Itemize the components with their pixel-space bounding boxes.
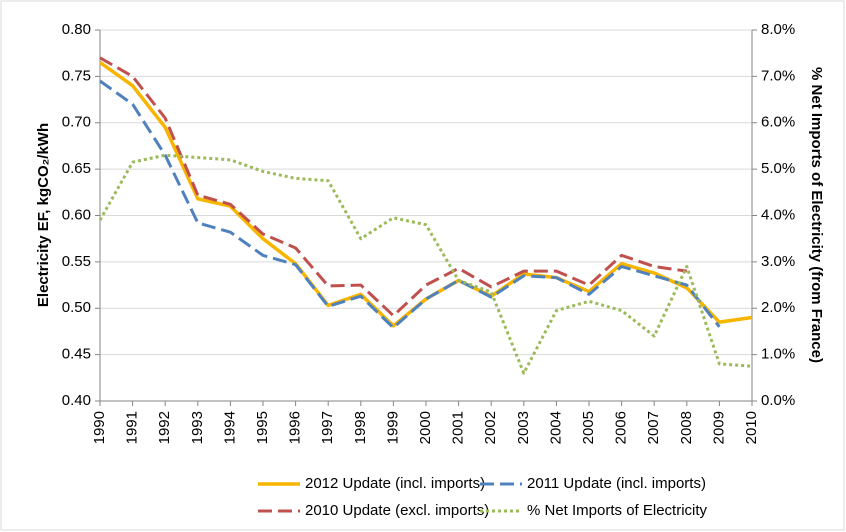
y2-tick-label: 8.0% <box>761 21 795 38</box>
x-tick-label: 1992 <box>156 411 173 444</box>
y2-tick-label: 3.0% <box>761 253 795 270</box>
legend-label: 2010 Update (excl. imports) <box>305 502 489 519</box>
series-line <box>99 79 721 330</box>
series-line <box>98 61 753 328</box>
y-tick-label: 0.75 <box>62 67 91 84</box>
y-tick-label: 0.45 <box>62 346 91 363</box>
x-tick-label: 1996 <box>287 411 304 444</box>
x-tick-label: 2010 <box>743 411 760 444</box>
x-tick-label: 2009 <box>710 411 727 444</box>
y2-tick-label: 4.0% <box>761 206 795 223</box>
x-tick-label: 2000 <box>417 411 434 444</box>
legend-label: 2012 Update (incl. imports) <box>305 475 485 492</box>
y-tick-label: 0.55 <box>62 253 91 270</box>
y2-tick-label: 5.0% <box>761 160 795 177</box>
y2-tick-label: 2.0% <box>761 299 795 316</box>
x-tick-label: 2002 <box>482 411 499 444</box>
x-tick-label: 2004 <box>547 411 564 444</box>
x-tick-label: 2008 <box>678 411 695 444</box>
y-tick-label: 0.40 <box>62 392 91 409</box>
x-tick-label: 2007 <box>645 411 662 444</box>
legend-label: 2011 Update (incl. imports) <box>527 475 706 492</box>
y-tick-label: 0.70 <box>62 114 91 131</box>
y2-tick-label: 1.0% <box>761 346 795 363</box>
y-tick-label: 0.50 <box>62 299 91 316</box>
legend-label: % Net Imports of Electricity <box>527 502 708 519</box>
x-tick-label: 2003 <box>515 411 532 444</box>
y-tick-label: 0.60 <box>62 206 91 223</box>
x-tick-label: 1999 <box>384 411 401 444</box>
x-tick-label: 2005 <box>580 411 597 444</box>
y2-tick-label: 7.0% <box>761 67 795 84</box>
x-tick-label: 1997 <box>319 411 336 444</box>
y-tick-label: 0.65 <box>62 160 91 177</box>
y-axis-title: Electricity EF, kgCO₂/kWh <box>35 123 52 307</box>
y2-tick-label: 0.0% <box>761 392 795 409</box>
y2-tick-label: 6.0% <box>761 114 795 131</box>
x-tick-label: 1995 <box>254 411 271 444</box>
y-tick-label: 0.80 <box>62 21 91 38</box>
x-tick-label: 1990 <box>91 411 108 444</box>
x-tick-label: 1991 <box>124 411 141 444</box>
x-tick-label: 2001 <box>450 411 467 444</box>
x-tick-label: 1993 <box>189 411 206 444</box>
x-tick-label: 2006 <box>613 411 630 444</box>
x-tick-label: 1994 <box>221 411 238 444</box>
series-line <box>98 153 753 375</box>
y2-axis-title: % Net Imports of Electricity (from Franc… <box>808 67 825 363</box>
x-tick-label: 1998 <box>352 411 369 444</box>
